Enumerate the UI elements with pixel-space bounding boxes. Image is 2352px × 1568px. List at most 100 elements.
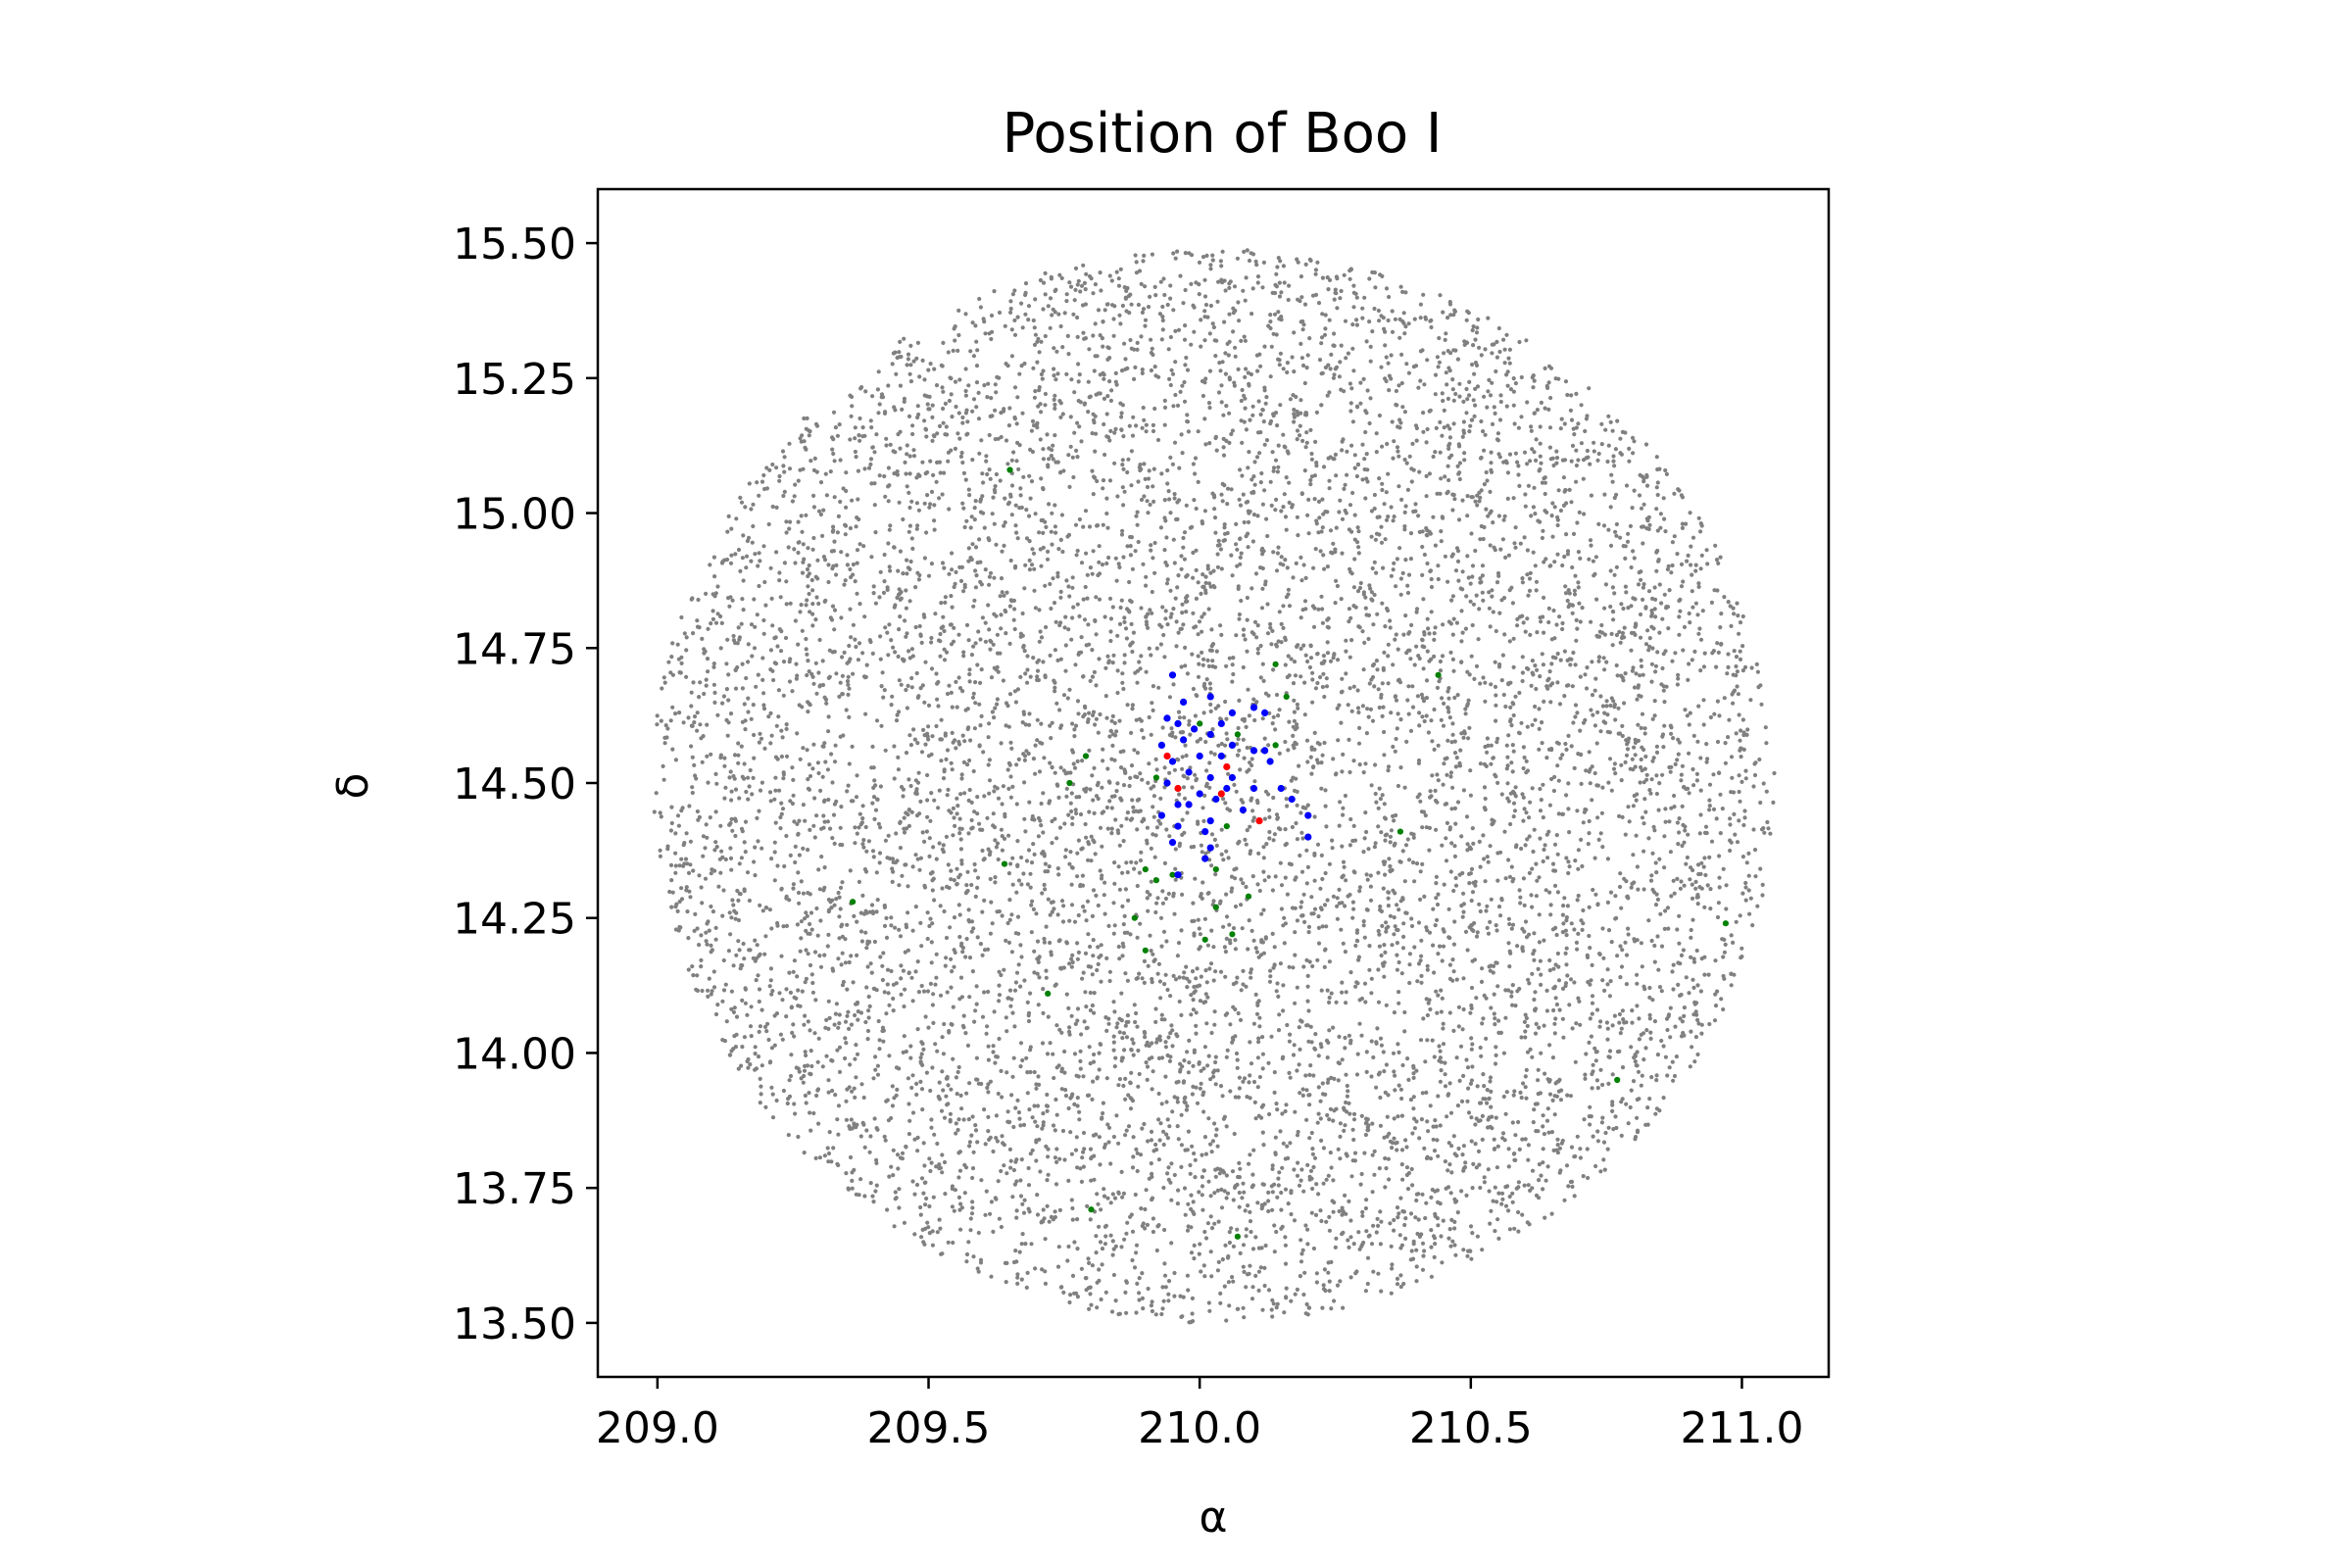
field-star-point	[939, 717, 944, 722]
field-star-point	[1244, 984, 1249, 989]
field-star-point	[1260, 1035, 1265, 1040]
field-star-point	[760, 479, 765, 484]
field-star-point	[1404, 910, 1409, 915]
field-star-point	[746, 696, 751, 701]
field-star-point	[953, 338, 957, 343]
field-star-point	[1457, 461, 1462, 466]
field-star-point	[1346, 351, 1350, 356]
field-star-point	[855, 831, 859, 836]
field-star-point	[1197, 947, 1201, 952]
field-star-point	[1643, 754, 1648, 760]
field-star-point	[1276, 1183, 1281, 1188]
field-star-point	[1480, 1248, 1485, 1252]
field-star-point	[901, 794, 906, 799]
field-star-point	[1056, 312, 1061, 317]
field-star-point	[1255, 647, 1260, 652]
field-star-point	[929, 640, 934, 645]
field-star-point	[1458, 1044, 1464, 1049]
field-star-point	[1340, 676, 1345, 681]
field-star-point	[1119, 415, 1124, 419]
field-star-point	[790, 1030, 795, 1035]
field-star-point	[1009, 354, 1014, 359]
field-star-point	[1139, 281, 1144, 286]
field-star-point	[1400, 570, 1405, 576]
field-star-point	[1137, 1291, 1142, 1296]
field-star-point	[909, 536, 914, 541]
field-star-point	[948, 1111, 954, 1116]
field-star-point	[727, 910, 732, 915]
field-star-point	[882, 552, 887, 558]
field-star-point	[982, 898, 987, 904]
field-star-point	[787, 970, 792, 975]
field-star-point	[1447, 827, 1452, 832]
field-star-point	[1115, 494, 1120, 499]
field-star-point	[1654, 455, 1659, 460]
field-star-point	[807, 787, 812, 792]
field-star-point	[1533, 990, 1538, 995]
field-star-point	[1262, 344, 1267, 349]
field-star-point	[1473, 403, 1478, 408]
field-star-point	[1053, 689, 1057, 694]
field-star-point	[715, 584, 720, 589]
field-star-point	[1652, 713, 1657, 718]
field-star-point	[1429, 584, 1435, 590]
field-star-point	[1392, 561, 1396, 565]
field-star-point	[889, 968, 894, 974]
field-star-point	[1183, 645, 1188, 651]
field-star-point	[821, 555, 827, 560]
field-star-point	[793, 618, 799, 623]
field-star-point	[1644, 526, 1649, 531]
field-star-point	[1517, 614, 1523, 619]
field-star-point	[1667, 588, 1672, 593]
field-star-point	[1053, 648, 1057, 653]
field-star-point	[1331, 375, 1336, 380]
field-star-point	[760, 656, 765, 661]
field-star-point	[950, 551, 955, 556]
field-star-point	[1356, 551, 1361, 556]
field-star-point	[905, 452, 909, 457]
field-star-point	[1193, 772, 1198, 777]
field-star-point	[1023, 281, 1029, 286]
field-star-point	[1053, 685, 1057, 690]
field-star-point	[757, 551, 761, 556]
field-star-point	[1000, 590, 1004, 595]
field-star-point	[1685, 559, 1690, 564]
field-star-point	[1292, 718, 1297, 723]
field-star-point	[1327, 1028, 1332, 1033]
field-star-point	[1340, 769, 1345, 774]
field-star-point	[896, 755, 901, 760]
field-star-point	[1494, 1165, 1499, 1170]
field-star-point	[1318, 674, 1323, 680]
field-star-point	[900, 407, 905, 412]
field-star-point	[1178, 1061, 1183, 1066]
field-star-point	[1170, 730, 1175, 735]
field-star-point	[848, 525, 854, 531]
field-star-point	[1434, 874, 1439, 879]
field-star-point	[1643, 442, 1649, 447]
field-star-point	[1208, 267, 1213, 271]
field-star-point	[963, 955, 968, 959]
field-star-point	[1076, 912, 1081, 918]
field-star-point	[1427, 848, 1432, 853]
field-star-point	[1304, 1117, 1309, 1122]
field-star-point	[1116, 1141, 1121, 1146]
field-star-point	[1754, 662, 1759, 667]
field-star-point	[673, 831, 678, 836]
field-star-point	[675, 642, 680, 647]
field-star-point	[1457, 394, 1462, 399]
field-star-point	[1076, 711, 1081, 716]
field-star-point	[1106, 1125, 1112, 1130]
field-star-point	[1672, 793, 1677, 799]
field-star-point	[1343, 793, 1348, 799]
field-star-point	[1764, 741, 1769, 746]
field-star-point	[1555, 951, 1560, 956]
field-star-point	[1215, 543, 1220, 548]
field-star-point	[1125, 1220, 1130, 1225]
field-star-point	[1576, 585, 1581, 590]
field-star-point	[830, 780, 835, 785]
field-star-point	[1077, 613, 1082, 619]
field-star-point	[1016, 962, 1021, 967]
field-star-point	[1088, 678, 1093, 684]
field-star-point	[695, 808, 701, 814]
field-star-point	[1202, 338, 1207, 343]
